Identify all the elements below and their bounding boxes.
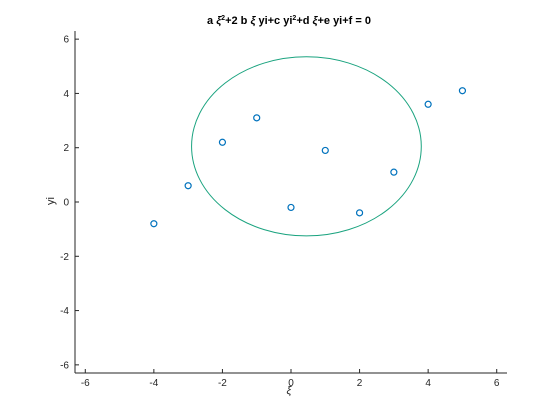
data-point <box>253 114 261 122</box>
x-tick-label: 2 <box>357 378 363 389</box>
x-tick-label: -6 <box>81 378 90 389</box>
data-point <box>184 182 192 190</box>
axes: -6 -4 -2 0 2 4 6 -6 -4 -2 0 2 4 6 <box>60 31 507 389</box>
y-tick-label: -2 <box>60 252 69 263</box>
data-point <box>321 146 329 155</box>
y-axis-label: yi <box>45 197 57 205</box>
x-tick-label: 0 <box>288 378 294 389</box>
data-point <box>390 168 398 176</box>
x-tick-label: -2 <box>218 378 227 389</box>
data-point <box>355 209 364 217</box>
x-tick-label: 4 <box>425 378 431 389</box>
y-tick-label: 4 <box>63 89 69 100</box>
y-tick-label: 0 <box>63 198 69 209</box>
plot-area <box>150 56 467 237</box>
y-tick-label: -4 <box>60 306 69 317</box>
y-tick-label: 6 <box>63 35 69 46</box>
y-tick-label: 2 <box>63 143 69 154</box>
data-point <box>287 203 295 212</box>
data-point <box>458 87 467 95</box>
data-point <box>150 220 158 228</box>
y-tick-label: -6 <box>60 360 69 371</box>
x-axis-label: ξ <box>287 385 293 397</box>
chart-title: a ξ2+2 b ξ yi+c yi2+d ξ+e yi+f = 0 <box>207 15 371 27</box>
fitted-ellipse <box>191 56 422 237</box>
data-point <box>218 138 227 146</box>
x-tick-label: -4 <box>149 378 158 389</box>
data-point <box>424 100 432 108</box>
x-tick-label: 6 <box>494 378 500 389</box>
